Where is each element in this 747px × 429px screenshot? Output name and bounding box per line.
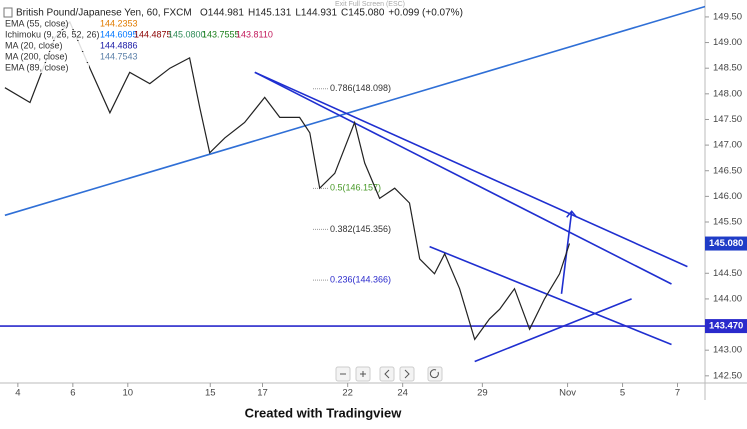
- x-tick-label: 17: [257, 388, 268, 399]
- fib-label: 0.382(145.356): [330, 224, 391, 234]
- ohlc-value: +0.099 (+0.07%): [388, 8, 463, 19]
- y-tick-label: 147.50: [713, 114, 742, 125]
- scroll-right-button[interactable]: [399, 366, 415, 382]
- indicator-value: 143.7555: [202, 29, 240, 39]
- scroll-left-button[interactable]: [379, 366, 395, 382]
- y-tick-label: 148.50: [713, 63, 742, 74]
- y-tick-label: 147.00: [713, 140, 742, 151]
- indicator-value: 143.8110: [236, 29, 273, 39]
- x-tick-label: Nov: [559, 388, 576, 399]
- ohlc-readout: O144.981 H145.131 L144.931 C145.080 +0.099 (…: [200, 8, 463, 19]
- icon: [384, 369, 390, 379]
- indicator-value: 144.2353: [100, 18, 138, 28]
- y-tick-label: 144.50: [713, 268, 742, 279]
- price-label-box: [705, 319, 747, 334]
- x-tick-label: 22: [342, 388, 353, 399]
- indicator-name: MA (200, close): [5, 51, 68, 61]
- indicator-name: EMA (55, close): [5, 18, 69, 28]
- icon: [429, 369, 439, 379]
- trendline: [254, 71, 688, 268]
- x-tick-label: 7: [675, 388, 680, 399]
- indicator-value: 144.7543: [100, 51, 138, 61]
- x-tick-label: 29: [477, 388, 488, 399]
- chart-title: British Pound/Japanese Yen, 60, FXCM: [16, 8, 192, 19]
- y-tick-label: 143.00: [713, 345, 742, 356]
- trendline: [4, 5, 705, 217]
- trendline: [474, 298, 632, 363]
- legend-bg: [3, 52, 89, 62]
- price-line: [4, 20, 571, 341]
- x-tick-label: 15: [205, 388, 216, 399]
- legend-bg: [3, 19, 89, 29]
- price-label: 143.470: [709, 321, 743, 332]
- y-tick-label: 148.00: [713, 88, 742, 99]
- collapse-icon[interactable]: [3, 7, 13, 18]
- indicator-value: 144.4875: [134, 29, 172, 39]
- toolbar: [335, 366, 443, 382]
- fib-label: 0.5(146.157): [330, 183, 381, 193]
- x-tick-label: 24: [397, 388, 408, 399]
- fib-label: 0.236(144.366): [330, 275, 391, 285]
- x-tick-label: 4: [15, 388, 20, 399]
- indicator-name: MA (20, close): [5, 40, 63, 50]
- y-tick-label: 144.00: [713, 293, 742, 304]
- icon: [360, 371, 366, 377]
- trendline: [254, 71, 672, 285]
- y-tick-label: 149.00: [713, 37, 742, 48]
- legend-bg: [3, 41, 89, 51]
- indicator-name: EMA (89, close): [5, 62, 69, 72]
- legend-bg: [3, 30, 89, 40]
- y-tick-label: 149.50: [713, 11, 742, 22]
- trendline: [429, 245, 672, 346]
- y-tick-label: 145.50: [713, 217, 742, 228]
- legend-bg: [3, 63, 89, 73]
- fib-label: 0.786(148.098): [330, 83, 391, 93]
- y-tick-label: 146.00: [713, 191, 742, 202]
- indicator-value: 145.0800: [168, 29, 206, 39]
- indicator-value: 144.6095: [100, 29, 138, 39]
- indicator-value: 144.4886: [100, 40, 138, 50]
- x-tick-label: 5: [620, 388, 625, 399]
- icon: [404, 369, 410, 379]
- ohlc-value: C145.080: [341, 8, 385, 19]
- x-tick-label: 10: [123, 388, 134, 399]
- ohlc-value: L144.931: [295, 8, 337, 19]
- x-tick-label: 6: [70, 388, 75, 399]
- y-tick-label: 142.50: [713, 370, 742, 381]
- price-label-box: [705, 236, 747, 251]
- arrow-head: [566, 210, 578, 218]
- y-tick-label: 146.50: [713, 165, 742, 176]
- ohlc-value: O144.981: [200, 8, 244, 19]
- indicator-name: Ichimoku (9, 26, 52, 26): [5, 29, 100, 39]
- chart-background: [0, 0, 747, 400]
- ohlc-value: H145.131: [248, 8, 292, 19]
- exit-hint[interactable]: Exit Full Screen (ESC): [335, 1, 405, 8]
- price-label: 145.080: [709, 238, 743, 249]
- plot-area: 0.786(148.098) 0.5(146.157) 0.382(145.356)…: [0, 5, 705, 363]
- caption: Created with Tradingview: [245, 405, 403, 420]
